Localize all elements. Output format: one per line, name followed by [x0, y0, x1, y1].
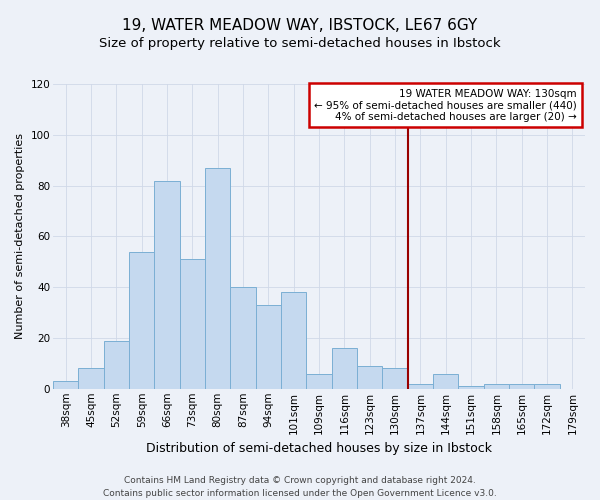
Bar [230, 287, 256, 389]
Text: Size of property relative to semi-detached houses in Ibstock: Size of property relative to semi-detach… [99, 38, 501, 51]
Bar [129, 252, 154, 389]
Bar [407, 384, 433, 389]
Bar [307, 374, 332, 389]
Bar [180, 259, 205, 389]
Bar [79, 368, 104, 389]
Bar [104, 340, 129, 389]
Bar [256, 305, 281, 389]
Text: Contains HM Land Registry data © Crown copyright and database right 2024.
Contai: Contains HM Land Registry data © Crown c… [103, 476, 497, 498]
Bar [509, 384, 535, 389]
Bar [433, 374, 458, 389]
X-axis label: Distribution of semi-detached houses by size in Ibstock: Distribution of semi-detached houses by … [146, 442, 492, 455]
Bar [382, 368, 407, 389]
Bar [281, 292, 307, 389]
Bar [535, 384, 560, 389]
Bar [205, 168, 230, 389]
Text: 19 WATER MEADOW WAY: 130sqm
← 95% of semi-detached houses are smaller (440)
4% o: 19 WATER MEADOW WAY: 130sqm ← 95% of sem… [314, 88, 577, 122]
Bar [458, 386, 484, 389]
Y-axis label: Number of semi-detached properties: Number of semi-detached properties [15, 134, 25, 340]
Bar [53, 381, 79, 389]
Bar [154, 180, 180, 389]
Bar [357, 366, 382, 389]
Bar [332, 348, 357, 389]
Bar [484, 384, 509, 389]
Text: 19, WATER MEADOW WAY, IBSTOCK, LE67 6GY: 19, WATER MEADOW WAY, IBSTOCK, LE67 6GY [122, 18, 478, 32]
